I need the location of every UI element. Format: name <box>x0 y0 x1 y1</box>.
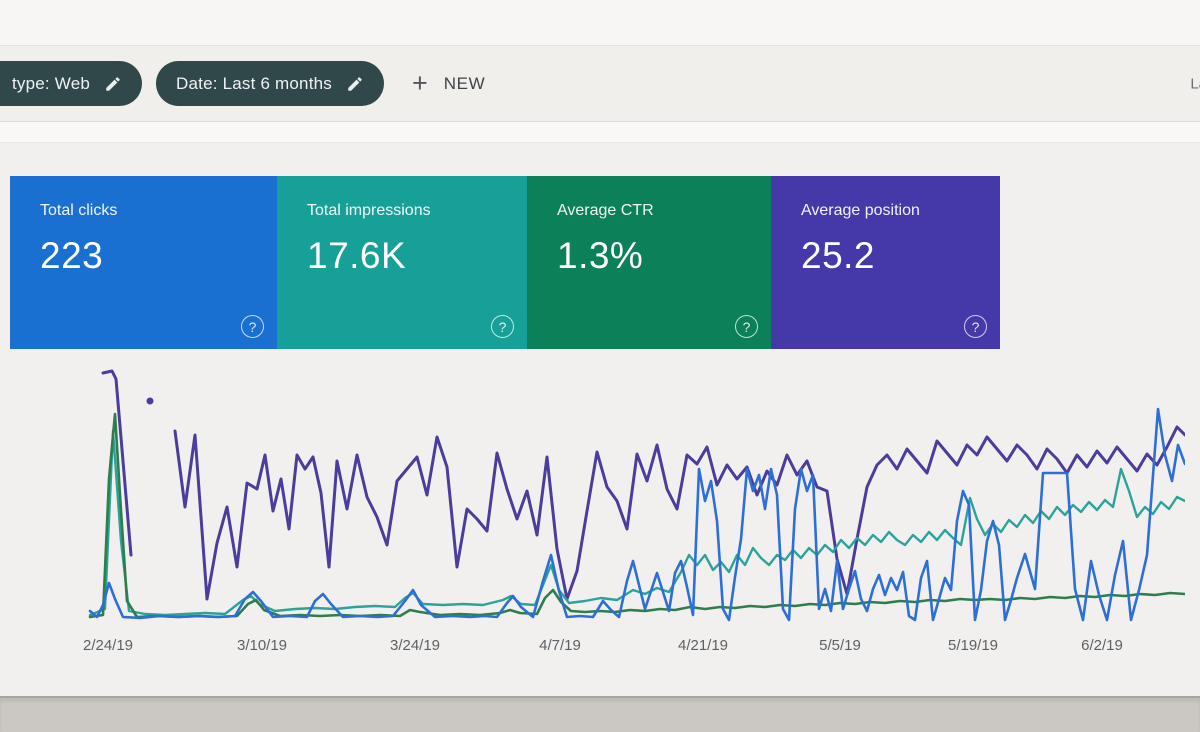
card-label: Total clicks <box>40 202 118 219</box>
filter-toolbar: type: Web Date: Last 6 months + NEW La <box>0 46 1200 122</box>
edit-pencil-icon <box>346 75 364 93</box>
new-filter-button[interactable]: + NEW <box>412 70 485 97</box>
card-value: 25.2 <box>801 235 876 276</box>
help-icon[interactable]: ? <box>964 315 987 338</box>
chart-canvas[interactable] <box>85 359 1185 629</box>
x-axis-label: 3/24/19 <box>389 637 441 654</box>
x-axis-label: 3/10/19 <box>236 637 288 654</box>
help-icon[interactable]: ? <box>241 315 264 338</box>
total-impressions-card[interactable]: Total impressions 17.6K ? <box>277 176 527 349</box>
position-point <box>146 397 154 405</box>
metric-cards-row: Total clicks 223 ? Total impressions 17.… <box>10 176 1200 349</box>
top-white-strip <box>0 0 1200 46</box>
toolbar-panel-gap <box>0 122 1200 142</box>
x-axis-label: 6/2/19 <box>1081 637 1123 654</box>
x-axis-label: 5/19/19 <box>947 637 999 654</box>
total-clicks-card[interactable]: Total clicks 223 ? <box>10 176 277 349</box>
filter-chip-date[interactable]: Date: Last 6 months <box>156 61 384 106</box>
help-icon[interactable]: ? <box>491 315 514 338</box>
plus-icon: + <box>411 68 428 98</box>
card-value: 1.3% <box>557 235 644 276</box>
card-label: Average position <box>801 202 920 219</box>
new-filter-label: NEW <box>443 73 486 93</box>
clicks-line <box>88 407 1185 622</box>
help-icon[interactable]: ? <box>735 315 758 338</box>
card-value: 17.6K <box>307 235 407 276</box>
x-axis-label: 4/7/19 <box>539 637 581 654</box>
bottom-gray-strip <box>0 696 1200 731</box>
impressions-line <box>88 429 1185 617</box>
card-value: 223 <box>40 235 104 276</box>
position-line <box>101 369 133 557</box>
edit-pencil-icon <box>104 75 122 93</box>
ctr-line <box>88 412 1185 619</box>
performance-chart[interactable] <box>85 359 1185 629</box>
x-axis-label: 2/24/19 <box>82 637 134 654</box>
date-chip-label: Date: Last 6 months <box>176 73 332 93</box>
position-line <box>173 425 1185 601</box>
x-axis-label: 5/5/19 <box>819 637 861 654</box>
x-axis-labels: 2/24/19 3/10/19 3/24/19 4/7/19 4/21/19 5/5/19… <box>82 637 1185 659</box>
last-updated-text: La <box>1190 75 1200 92</box>
average-ctr-card[interactable]: Average CTR 1.3% ? <box>527 176 771 349</box>
x-axis-label: 4/21/19 <box>677 637 729 654</box>
filter-chip-search-type[interactable]: type: Web <box>0 61 143 106</box>
search-type-chip-label: type: Web <box>12 73 91 93</box>
card-label: Average CTR <box>557 202 654 219</box>
card-label: Total impressions <box>307 202 431 219</box>
average-position-card[interactable]: Average position 25.2 ? <box>771 176 1000 349</box>
performance-panel: Total clicks 223 ? Total impressions 17.… <box>0 142 1200 696</box>
